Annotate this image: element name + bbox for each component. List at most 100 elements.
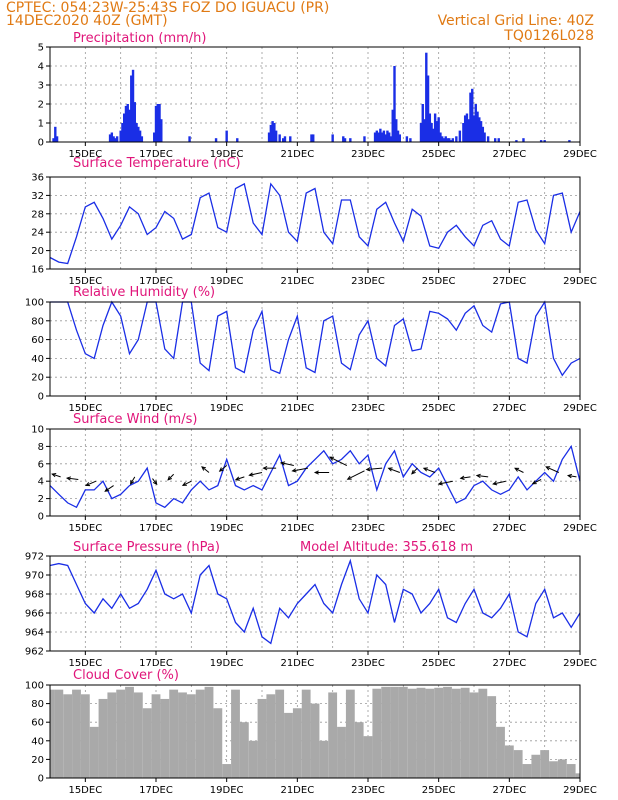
precip-bar xyxy=(282,138,285,142)
precip-bar xyxy=(439,132,442,142)
x-tick-label: 29DEC xyxy=(563,403,597,414)
precip-bar xyxy=(55,136,59,142)
wind-arrow xyxy=(493,480,506,485)
y-tick-label: 80 xyxy=(31,699,44,710)
x-tick-label: 23DEC xyxy=(351,149,385,160)
wind-arrow-head xyxy=(248,472,254,477)
cloud-bar xyxy=(151,694,161,778)
panel-frame xyxy=(49,176,581,270)
cloud-bar xyxy=(292,708,302,778)
y-tick-label: 2 xyxy=(38,494,44,505)
x-tick-label: 25DEC xyxy=(422,523,456,534)
precip-bar xyxy=(467,119,470,142)
precip-bar xyxy=(283,136,287,142)
y-tick-label: 28 xyxy=(31,209,44,220)
y-tick-label: 20 xyxy=(31,246,44,257)
cloud-bar xyxy=(248,740,258,778)
precip-bar xyxy=(121,123,124,142)
precip-bar xyxy=(391,109,394,142)
precip-bar xyxy=(130,75,133,142)
precip-bar xyxy=(437,117,440,142)
precip-bar xyxy=(156,104,159,142)
x-tick-label: 23DEC xyxy=(351,403,385,414)
precip-bar xyxy=(426,75,430,142)
cloud-bar xyxy=(231,689,240,778)
precip-bar xyxy=(405,136,409,142)
wind-arrow xyxy=(201,466,210,473)
x-tick-label: 17DEC xyxy=(139,276,173,287)
precip-bar xyxy=(409,138,412,142)
y-tick-label: 60 xyxy=(31,718,44,729)
x-tick-label: 27DEC xyxy=(492,149,526,160)
precip-bar xyxy=(108,134,112,142)
y-tick-label: 8 xyxy=(38,442,44,453)
precip-bar xyxy=(462,123,465,142)
precip-bar xyxy=(126,104,129,142)
precip-bar xyxy=(388,132,391,142)
panel-1: 16 20 24 28 32 36 15DEC 17DEC 19DEC 21DEC 23DEC 25D… xyxy=(31,156,597,287)
cloud-bar xyxy=(89,726,99,778)
panel-5: 0 20 40 60 80 100 15DEC 17DEC 19DEC 21DEC 23DEC 25D… xyxy=(25,668,597,796)
wind-arrow-head xyxy=(387,467,393,472)
precip-bar xyxy=(522,138,525,142)
precip-bar xyxy=(225,130,228,142)
cloud-bar xyxy=(496,726,505,778)
precip-bar xyxy=(543,140,546,142)
precip-bar xyxy=(481,126,485,142)
x-tick-label: 19DEC xyxy=(210,785,244,796)
y-tick-label: 4 xyxy=(38,477,44,488)
precip-bar xyxy=(465,113,469,142)
precip-bar xyxy=(269,124,273,142)
precip-bar xyxy=(432,128,435,142)
wind-arrow-head xyxy=(475,473,481,479)
precip-bar xyxy=(458,130,462,142)
wind-arrow-head xyxy=(566,473,573,479)
precip-bar xyxy=(472,115,476,142)
y-tick-label: 20 xyxy=(31,755,44,766)
precip-bar xyxy=(114,138,117,142)
cloud-bar xyxy=(125,686,134,778)
wind-arrow xyxy=(476,474,489,478)
precip-bar xyxy=(158,104,161,142)
cloud-bar xyxy=(460,687,470,778)
wind-arrow-head xyxy=(234,476,240,481)
cloud-bar xyxy=(390,686,399,778)
cloud-bar xyxy=(178,692,187,778)
wind-arrow xyxy=(411,467,418,475)
panel-frame xyxy=(49,555,581,652)
precip-bar xyxy=(435,121,439,142)
y-tick-label: 60 xyxy=(31,335,44,346)
precip-bar xyxy=(379,128,382,142)
precip-bar xyxy=(395,119,398,142)
wind-arrow xyxy=(235,476,245,481)
panel-title: Cloud Cover (%) xyxy=(73,668,179,683)
precip-bar xyxy=(389,136,393,142)
y-tick-label: 80 xyxy=(31,316,44,327)
cloud-bar xyxy=(372,688,382,778)
precip-bar xyxy=(267,132,271,142)
panel-4: 962 964 966 968 970 972 15DEC 17DEC 19DEC 21DEC 23… xyxy=(25,540,597,669)
precip-bar xyxy=(271,121,274,142)
wind-arrow xyxy=(438,480,453,485)
cloud-bar xyxy=(133,692,143,778)
x-tick-label: 19DEC xyxy=(210,523,244,534)
x-tick-label: 21DEC xyxy=(280,785,314,796)
y-tick-label: 0 xyxy=(38,138,44,149)
precip-bar xyxy=(312,134,315,142)
model-altitude-label: Model Altitude: 355.618 m xyxy=(300,540,473,555)
precip-bar xyxy=(428,113,432,142)
precip-bar xyxy=(494,138,497,142)
cloud-bar xyxy=(407,688,417,778)
y-tick-label: 972 xyxy=(25,552,44,563)
cloud-bar xyxy=(443,686,452,778)
precip-bar xyxy=(419,123,423,142)
x-tick-label: 21DEC xyxy=(280,523,314,534)
panel-frame xyxy=(49,684,581,779)
series-line xyxy=(49,444,581,509)
cloud-bar xyxy=(337,726,346,778)
x-tick-label: 25DEC xyxy=(422,149,456,160)
cloud-bar xyxy=(487,696,497,778)
precip-bar xyxy=(214,138,218,142)
precip-bar xyxy=(115,136,119,142)
